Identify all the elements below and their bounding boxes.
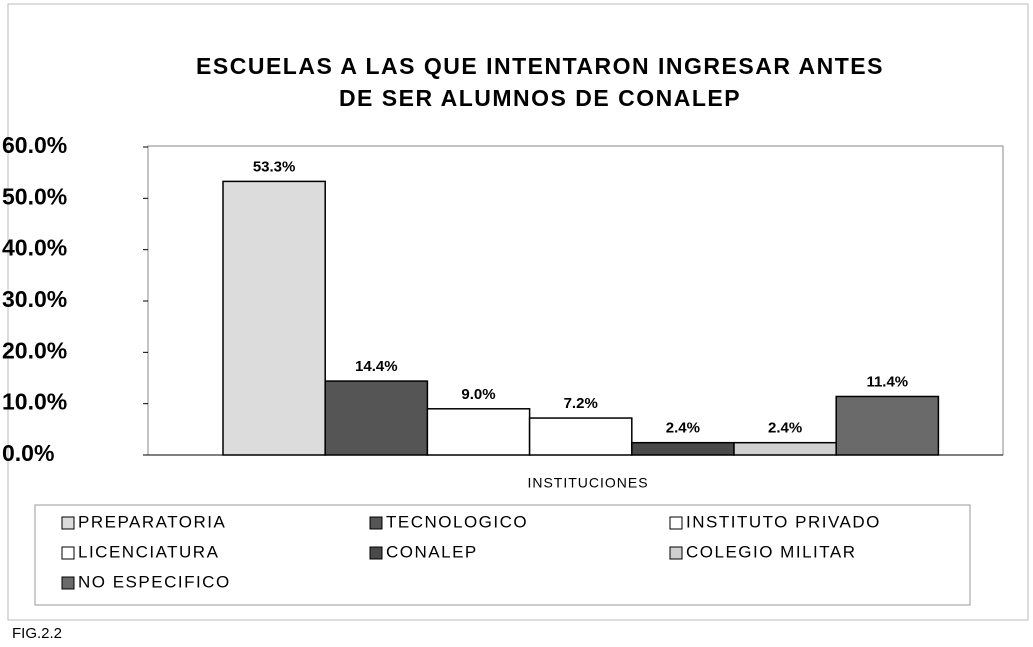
- bar: [324, 380, 429, 456]
- legend-swatch: [669, 546, 683, 560]
- y-tick-label: 40.0%: [2, 235, 67, 261]
- bar: [733, 441, 837, 456]
- data-label: 2.4%: [768, 420, 802, 437]
- legend-label: TECNOLOGICO: [386, 512, 528, 531]
- bar: [835, 395, 940, 456]
- data-label: 53.3%: [253, 158, 296, 175]
- y-tick-label: 30.0%: [2, 286, 67, 312]
- data-label: 7.2%: [564, 395, 598, 412]
- bar: [528, 417, 633, 456]
- bar: [222, 180, 326, 456]
- data-label: 2.4%: [666, 420, 700, 437]
- y-tick-label: 50.0%: [2, 183, 67, 209]
- bar: [426, 408, 531, 456]
- legend-swatch: [61, 516, 75, 530]
- data-label: 9.0%: [461, 386, 495, 403]
- legend-label: PREPARATORIA: [78, 512, 226, 531]
- legend-swatch: [369, 516, 383, 530]
- legend-swatch: [61, 546, 75, 560]
- legend-label: INSTITUTO PRIVADO: [686, 512, 881, 531]
- y-tick-label: 60.0%: [2, 132, 67, 158]
- y-tick-label: 20.0%: [2, 337, 67, 363]
- legend-swatch: [669, 516, 683, 530]
- legend-label: COLEGIO MILITAR: [686, 542, 857, 561]
- legend-box: [34, 504, 971, 606]
- legend-label: NO ESPECIFICO: [78, 572, 231, 591]
- chart-frame: [7, 3, 1029, 621]
- bar: [631, 441, 735, 456]
- data-label: 11.4%: [866, 373, 908, 390]
- chart-title: ESCUELAS A LAS QUE INTENTARON INGRESAR A…: [196, 53, 884, 79]
- y-tick-label: 0.0%: [2, 440, 54, 466]
- y-tick-label: 10.0%: [2, 389, 67, 415]
- legend-label: CONALEP: [386, 542, 478, 561]
- annotation: FIG.2.2: [12, 625, 62, 642]
- legend-label: LICENCIATURA: [78, 542, 219, 561]
- x-axis-label: INSTITUCIONES: [527, 475, 648, 491]
- data-label: 14.4%: [355, 358, 398, 375]
- chart-title: DE SER ALUMNOS DE CONALEP: [339, 85, 741, 111]
- legend-swatch: [369, 546, 383, 560]
- legend-swatch: [61, 576, 75, 590]
